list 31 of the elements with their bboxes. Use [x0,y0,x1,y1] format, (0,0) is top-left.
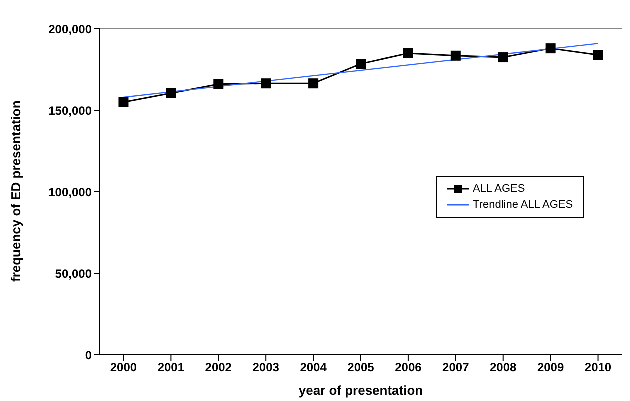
y-axis-title: frequency of ED presentation [8,100,24,282]
x-axis-title: year of presentation [298,383,424,398]
point [118,97,129,108]
y-tick-label: 0 [85,348,92,362]
x-tick-label: 2002 [205,360,232,375]
point [214,79,224,90]
y-tick-label: 50,000 [55,266,92,281]
point [450,50,461,61]
x-tick-label: 2000 [110,360,138,375]
point [166,88,176,98]
point [261,78,272,89]
x-tick-label: 2007 [442,360,470,375]
x-tick-label: 2010 [584,360,612,375]
x-tick-label: 2006 [395,360,422,375]
x-tick-label: 2004 [300,360,328,375]
point [498,52,508,63]
y-tick-label: 100,000 [48,185,92,200]
point [356,59,366,70]
x-tick-label: 2003 [252,360,280,375]
x-tick-label: 2008 [490,360,518,375]
x-tick-label: 2001 [158,360,185,375]
y-tick-label: 200,000 [48,22,92,36]
point [593,50,604,60]
point [308,78,319,89]
x-tick-label: 2009 [537,360,564,375]
legend-label: Trendline ALL AGES [473,198,574,213]
x-tick-label: 2005 [348,360,375,375]
y-tick-label: 150,000 [48,104,92,118]
point [403,48,414,58]
legend-label: ALL AGES [473,182,526,197]
point [546,44,556,54]
